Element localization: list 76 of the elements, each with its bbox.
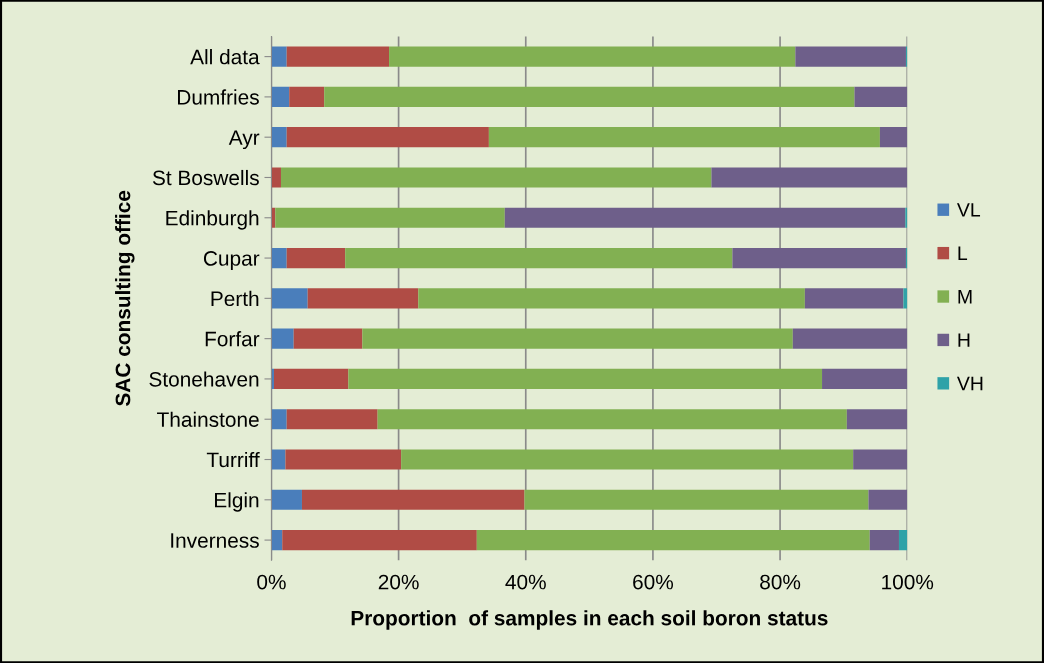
y-tick-label: Edinburgh — [166, 210, 259, 230]
x-tick-label: 20% — [378, 574, 419, 590]
bar — [846, 409, 908, 430]
bar — [504, 207, 906, 228]
bar — [286, 46, 390, 67]
y-tick-label: Thainstone — [157, 411, 259, 427]
y-tick-label: Cupar — [203, 251, 260, 270]
bar — [711, 167, 908, 188]
bar — [345, 247, 733, 269]
y-tick-label: Inverness — [171, 533, 259, 548]
bar — [362, 328, 793, 349]
bar — [418, 288, 805, 309]
bar — [898, 530, 908, 551]
bar — [271, 86, 290, 107]
bar — [853, 449, 908, 470]
bar — [524, 489, 869, 510]
legend-label: VL — [956, 203, 981, 217]
x-tick-label: 0% — [257, 574, 286, 590]
bar — [271, 409, 287, 430]
bar — [348, 368, 823, 389]
bar — [389, 46, 796, 67]
bar — [879, 127, 908, 148]
y-tick-label: Elgin — [215, 492, 259, 512]
bar — [307, 288, 419, 309]
bar — [271, 247, 287, 269]
bar — [273, 368, 349, 389]
bar — [280, 167, 712, 188]
bar — [271, 449, 286, 470]
y-tick-label: Ayr — [228, 130, 260, 150]
bar — [293, 328, 363, 349]
bar — [271, 127, 287, 148]
x-tick-label: 80% — [760, 574, 801, 590]
bar — [271, 530, 283, 551]
bar — [301, 489, 525, 510]
bar — [869, 530, 899, 551]
bar — [377, 409, 847, 430]
legend-label: M — [958, 290, 972, 304]
bar — [854, 86, 908, 107]
y-axis-title: SAC consulting office — [115, 190, 135, 406]
y-tick-label: Turriff — [206, 451, 260, 468]
bar — [476, 530, 870, 551]
bar — [282, 530, 477, 551]
bar — [792, 328, 908, 349]
bar — [804, 288, 904, 309]
bar — [271, 167, 281, 188]
legend-label: VH — [956, 376, 983, 391]
y-tick-label: Forfar — [205, 331, 260, 347]
x-axis-title: Proportion of samples in each soil boron status — [351, 610, 828, 630]
x-tick-label: 60% — [633, 574, 674, 590]
bar — [401, 449, 854, 470]
legend-label: L — [958, 246, 968, 260]
bar — [275, 207, 505, 228]
bar — [795, 46, 906, 67]
bar — [289, 86, 325, 107]
bar — [271, 328, 294, 349]
bar — [271, 46, 287, 67]
y-tick-label: Dumfries — [178, 89, 259, 105]
bar — [903, 288, 908, 309]
legend-label: H — [958, 333, 970, 347]
bar — [286, 409, 378, 430]
x-tick-label: 40% — [505, 574, 546, 590]
y-tick-label: Stonehaven — [149, 371, 259, 387]
y-tick-label: All data — [190, 49, 260, 65]
bar — [822, 368, 908, 389]
bar — [271, 288, 308, 309]
bar — [732, 247, 906, 269]
bar — [286, 127, 489, 148]
bar — [271, 489, 302, 510]
bar — [488, 127, 880, 148]
y-tick-label: St Boswells — [152, 169, 259, 186]
bar — [285, 449, 402, 470]
bar — [324, 86, 855, 107]
bar — [868, 489, 908, 510]
bar — [286, 247, 346, 269]
x-tick-label: 100% — [882, 574, 934, 590]
y-tick-label: Perth — [211, 290, 259, 307]
